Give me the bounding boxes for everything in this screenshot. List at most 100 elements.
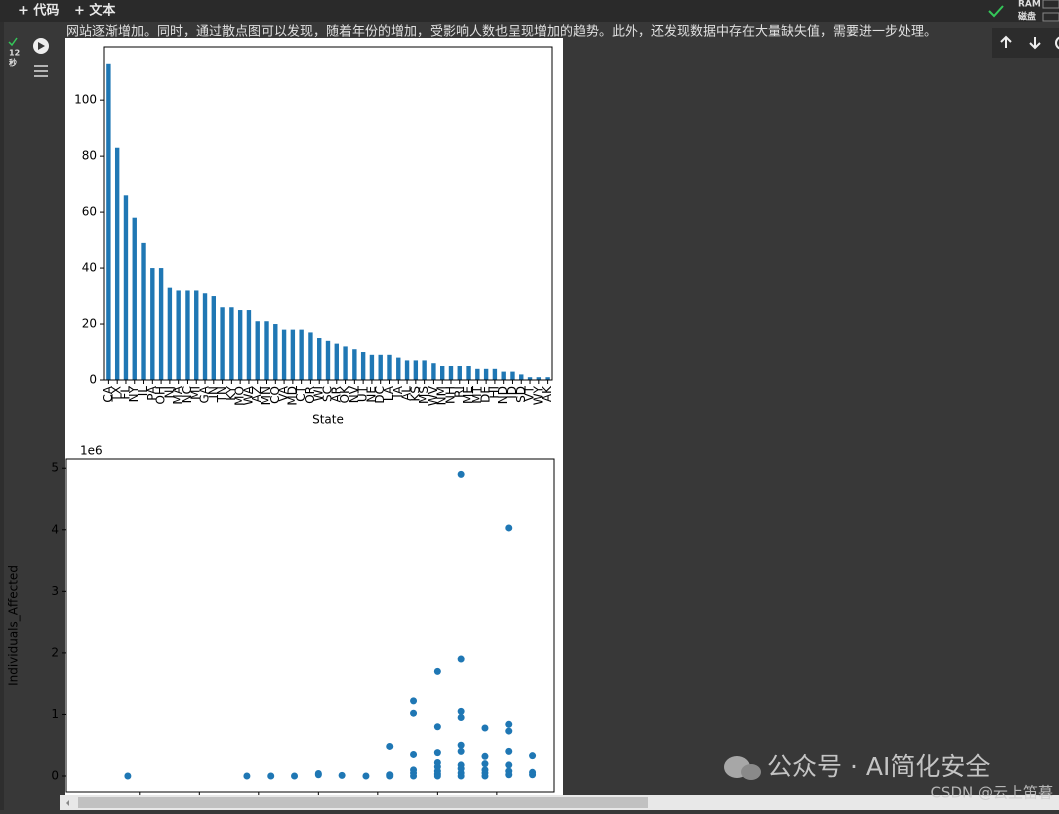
scatter-point — [481, 724, 489, 732]
y-axis-label: Individuals_Affected — [7, 565, 21, 686]
bar — [378, 354, 383, 380]
bar — [114, 147, 120, 380]
plot-frame — [103, 46, 553, 381]
bar — [413, 360, 419, 380]
bar — [431, 363, 436, 380]
output-menu[interactable] — [34, 65, 48, 77]
x-tick-label: LA — [382, 385, 396, 401]
x-tick-label: UT — [356, 385, 370, 402]
bar — [211, 296, 216, 380]
link-button[interactable] — [1055, 36, 1059, 50]
scatter-point — [457, 747, 465, 755]
csdn-watermark: CSDN @云上笛暮 — [930, 784, 1053, 802]
scatter-point — [410, 772, 418, 780]
x-tick-label: PA — [145, 385, 159, 400]
bar — [440, 366, 445, 380]
x-tick-label: NH — [443, 386, 457, 404]
x-tick-label: WY — [531, 385, 545, 405]
x-tick-label: WA — [241, 385, 255, 405]
y-tick-label: 0 — [89, 373, 97, 387]
bar — [229, 307, 234, 380]
x-tick-label: FL — [118, 386, 132, 400]
x-tick-label: IN — [206, 386, 220, 399]
x-tick-label: KY — [224, 385, 238, 400]
scatter-point — [410, 709, 418, 717]
move-up-button[interactable] — [1000, 35, 1012, 48]
scatter-point — [457, 772, 465, 780]
add-text-button[interactable]: + 文本 — [74, 3, 115, 19]
x-tick-label: WV — [426, 385, 440, 406]
scatter-point — [386, 772, 394, 780]
bar — [483, 368, 489, 380]
plot-frame — [65, 458, 555, 793]
scatter-point — [505, 727, 513, 735]
y-tick-label: 20 — [82, 317, 97, 331]
bar — [185, 290, 190, 380]
watermark: 公众号 · AI简化安全 CSDN @云上笛暮 — [724, 752, 1053, 802]
bar — [123, 195, 129, 380]
y-tick-label: 4 — [51, 522, 59, 536]
scatter-point — [505, 771, 513, 779]
x-tick-label: WI — [312, 386, 326, 401]
bar — [404, 360, 410, 380]
scatter-point — [457, 714, 465, 722]
x-tick-label: TX — [110, 386, 124, 403]
bar — [325, 340, 331, 380]
bar — [466, 366, 471, 380]
x-tick-label: NE — [364, 386, 378, 403]
scatter-point — [529, 752, 537, 760]
bar — [167, 287, 173, 380]
x-tick-label: VT — [523, 385, 537, 401]
bar — [387, 354, 392, 380]
cell-text: 网站逐渐增加。同时，通过散点图可以发现，随着年份的增加，受影响人数也呈现增加的趋… — [66, 24, 937, 40]
scatter-point — [291, 772, 299, 780]
bar — [141, 242, 146, 380]
y-tick-label: 60 — [82, 205, 97, 219]
x-tick-label: ND — [496, 386, 510, 404]
charts: 020406080100CATXFLNYILPAOHNJMANCMIGAINTN… — [7, 46, 555, 813]
bar — [334, 343, 339, 380]
bar — [536, 377, 542, 380]
y-tick-label: 3 — [51, 584, 59, 598]
scatter-point — [433, 749, 441, 757]
x-tick-label: NJ — [162, 386, 176, 399]
bar — [448, 366, 454, 380]
scroll-left[interactable] — [66, 800, 69, 806]
exec-unit: 秒 — [9, 58, 17, 68]
x-tick-label: CA — [101, 385, 115, 402]
x-tick-label: OK — [338, 385, 352, 403]
x-tick-label: CO — [268, 386, 282, 404]
bar — [343, 346, 348, 380]
y-tick-label: 2 — [51, 645, 59, 659]
add-code-button[interactable]: + 代码 — [18, 3, 59, 19]
cell-toolbar — [992, 28, 1059, 58]
bar — [273, 324, 278, 380]
bar — [308, 332, 313, 380]
bar — [255, 321, 260, 380]
left-edge — [0, 22, 4, 810]
wechat-icon — [741, 764, 761, 780]
connected-check — [988, 5, 1004, 18]
scatter-point — [433, 667, 441, 675]
scatter-point — [457, 655, 465, 663]
y-tick-label: 100 — [74, 93, 97, 107]
top-toolbar — [0, 0, 1059, 22]
bar — [299, 329, 304, 380]
scatter-point — [505, 761, 513, 769]
scrollbar-thumb[interactable] — [78, 797, 648, 808]
scatter-point — [386, 742, 394, 750]
y-tick-label: 5 — [51, 461, 59, 475]
x-tick-label: MN — [259, 386, 273, 405]
x-tick-label: OR — [303, 386, 317, 404]
bar — [158, 268, 164, 380]
scatter-point — [362, 772, 370, 780]
x-tick-label: HI — [487, 386, 501, 399]
x-tick-label: VA — [277, 385, 291, 401]
x-tick-label: NY — [127, 385, 141, 402]
x-tick-label: DE — [479, 386, 493, 403]
scatter-point — [505, 747, 513, 755]
move-down-button[interactable] — [1029, 37, 1041, 50]
bar — [396, 357, 401, 380]
bar — [360, 352, 366, 380]
scatter-point — [505, 524, 513, 532]
